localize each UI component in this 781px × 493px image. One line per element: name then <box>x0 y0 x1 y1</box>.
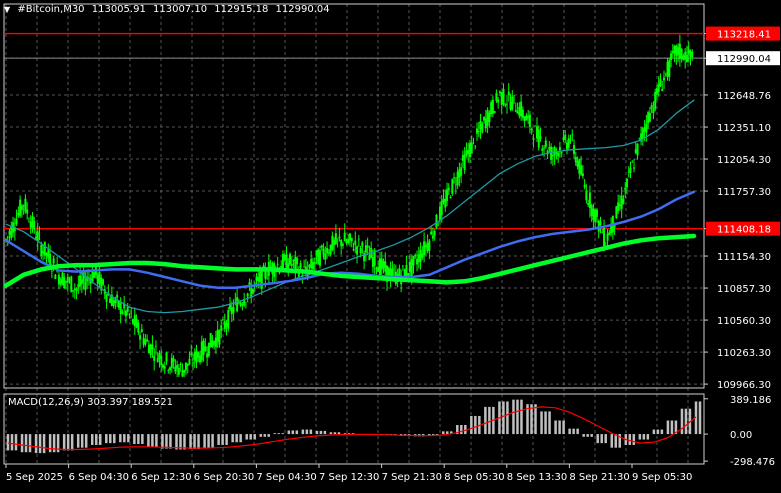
price-label: 113218.41 <box>717 30 771 41</box>
time-label: 7 Sep 12:30 <box>319 472 379 483</box>
ma-line <box>5 99 695 314</box>
level-tag <box>706 26 780 41</box>
level-tag <box>706 221 780 236</box>
moving-averages <box>3 99 697 314</box>
price-label: 109966.30 <box>717 380 771 391</box>
main-pane-border <box>3 3 705 389</box>
time-label: 5 Sep 2025 <box>6 472 63 483</box>
macd-scale-label: -298.476 <box>730 457 775 468</box>
macd-label: MACD(12,26,9) 303.397 189.521 <box>8 397 174 408</box>
time-label: 8 Sep 05:30 <box>444 472 504 483</box>
macd-signal-line <box>7 406 697 451</box>
time-label: 6 Sep 20:30 <box>194 472 254 483</box>
macd-scale-label: 0.00 <box>730 430 752 441</box>
price-label: 111154.30 <box>717 252 771 263</box>
price-axis: 113218.41 112990.04 112648.76 112351.10 1120… <box>704 26 780 391</box>
current-price-tag <box>706 51 780 66</box>
time-axis: 5 Sep 2025 6 Sep 04:30 6 Sep 12:30 6 Sep 20… <box>5 464 692 483</box>
price-label: 112648.76 <box>717 91 771 102</box>
low-value: 112915.18 <box>214 4 269 15</box>
price-label: 110263.30 <box>717 348 771 359</box>
price-label: 110560.30 <box>717 316 771 327</box>
price-label: 111408.18 <box>717 225 771 236</box>
time-label: 6 Sep 12:30 <box>131 472 191 483</box>
price-label: 112351.10 <box>717 123 771 134</box>
price-label: 110857.30 <box>717 284 771 295</box>
time-label: 6 Sep 04:30 <box>69 472 129 483</box>
open-value: 113005.91 <box>91 4 146 15</box>
symbol-label: #Bitcoin,M30 <box>17 4 85 15</box>
ma-line <box>4 190 696 290</box>
time-label: 7 Sep 04:30 <box>256 472 316 483</box>
time-label: 8 Sep 21:30 <box>569 472 629 483</box>
time-label: 7 Sep 21:30 <box>382 472 442 483</box>
dropdown-icon[interactable]: ▼ <box>4 5 11 14</box>
time-label: 9 Sep 05:30 <box>632 472 692 483</box>
macd-pane: 389.186 0.00 -298.476 <box>6 395 775 468</box>
close-value: 112990.04 <box>275 4 330 15</box>
macd-scale-label: 389.186 <box>730 395 771 406</box>
macd-pane-border <box>3 393 705 465</box>
candles <box>5 34 694 378</box>
high-value: 113007.10 <box>153 4 208 15</box>
price-label: 112990.04 <box>717 54 771 65</box>
time-label: 8 Sep 13:30 <box>507 472 567 483</box>
price-label: 111757.30 <box>717 187 771 198</box>
price-label: 112054.30 <box>717 155 771 166</box>
chart-header: ▼ #Bitcoin,M30 113005.91 113007.10 11291… <box>4 4 334 15</box>
ma-line <box>3 233 697 288</box>
